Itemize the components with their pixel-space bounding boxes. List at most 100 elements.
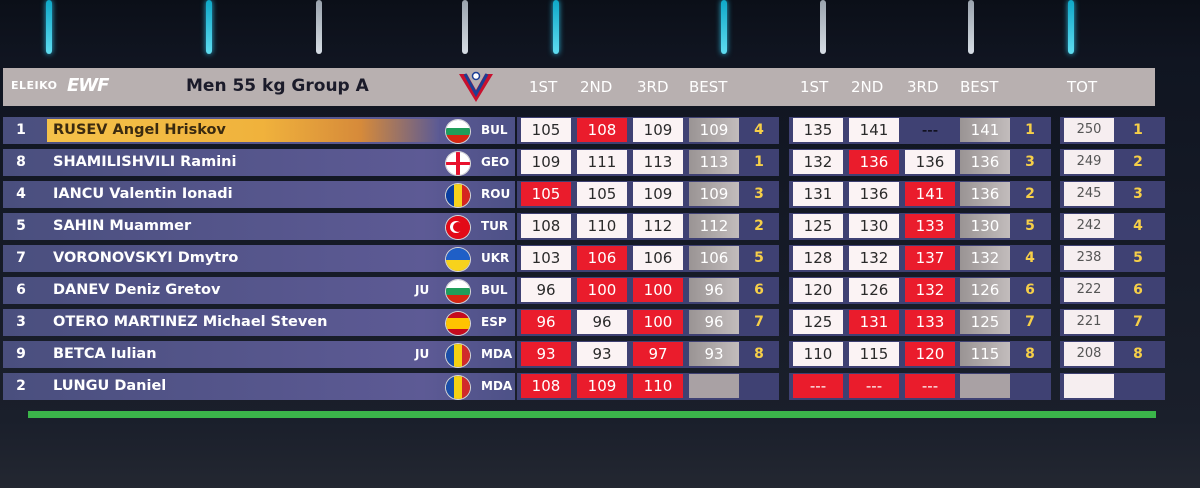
snatch-attempt-2: 111 — [577, 150, 627, 174]
cj-attempt-2: 141 — [849, 118, 899, 142]
cj-attempt-3: --- — [905, 374, 955, 398]
total-value: 245 — [1064, 182, 1114, 206]
athlete-row: 6 DANEV Deniz Gretov JU BUL — [3, 277, 515, 304]
athlete-row: 9 BETCA Iulian JU MDA — [3, 341, 515, 368]
total-rank: 5 — [1133, 250, 1143, 266]
scoreboard-header: ELEIKO EWF Men 55 kg Group A 1ST 2ND 3RD… — [3, 68, 1155, 106]
snatch-rank: 1 — [754, 154, 764, 170]
snatch-col-best: BEST — [689, 78, 728, 96]
cj-attempt-2: 132 — [849, 246, 899, 270]
total-value: 208 — [1064, 342, 1114, 366]
flag-ukraine-icon — [445, 247, 471, 272]
total-value: 238 — [1064, 246, 1114, 270]
snatch-best: 96 — [689, 310, 739, 334]
cj-col-best: BEST — [960, 78, 999, 96]
lot-number: 7 — [16, 250, 26, 266]
athlete-name: SAHIN Muammer — [53, 218, 192, 234]
athlete-name: SHAMILISHVILI Ramini — [53, 154, 237, 170]
cj-best: 115 — [960, 342, 1010, 366]
total-col: TOT — [1067, 78, 1098, 96]
cj-col-3: 3RD — [907, 78, 939, 96]
snatch-attempt-3: 110 — [633, 374, 683, 398]
cj-attempt-2: 136 — [849, 150, 899, 174]
total-rank: 8 — [1133, 346, 1143, 362]
cj-attempt-2: 115 — [849, 342, 899, 366]
athlete-row: 8 SHAMILISHVILI Ramini GEO — [3, 149, 515, 176]
cj-best: 136 — [960, 150, 1010, 174]
snatch-attempt-3: 113 — [633, 150, 683, 174]
cj-rank — [1016, 374, 1044, 398]
lot-number: 5 — [16, 218, 26, 234]
flag-moldova-icon — [445, 375, 471, 400]
snatch-attempt-3: 109 — [633, 118, 683, 142]
total-value: 221 — [1064, 310, 1114, 334]
total-rank: 7 — [1133, 314, 1143, 330]
snatch-rank — [745, 374, 773, 398]
snatch-attempt-2: 96 — [577, 310, 627, 334]
lot-number: 8 — [16, 154, 26, 170]
cj-attempt-2: 131 — [849, 310, 899, 334]
stage-light — [206, 0, 212, 54]
snatch-best: 96 — [689, 278, 739, 302]
cj-attempt-1: 132 — [793, 150, 843, 174]
cj-attempt-3: --- — [921, 121, 939, 139]
snatch-attempt-1: 96 — [521, 310, 571, 334]
cj-attempt-2: 126 — [849, 278, 899, 302]
cj-rank: 6 — [1025, 282, 1035, 298]
cj-attempt-1: 125 — [793, 214, 843, 238]
cj-best: 132 — [960, 246, 1010, 270]
athlete-row: 4 IANCU Valentin Ionadi ROU — [3, 181, 515, 208]
athlete-name: DANEV Deniz Gretov — [53, 282, 221, 298]
total-value: 222 — [1064, 278, 1114, 302]
cj-rank: 8 — [1025, 346, 1035, 362]
snatch-attempt-1: 93 — [521, 342, 571, 366]
flag-romania-icon — [445, 183, 471, 208]
cj-attempt-1: 110 — [793, 342, 843, 366]
country-code: BUL — [481, 283, 508, 297]
snatch-best — [689, 374, 739, 398]
country-code: GEO — [481, 155, 510, 169]
snatch-attempt-3: 100 — [633, 310, 683, 334]
stage-light — [462, 0, 468, 54]
event-emblem-icon — [459, 71, 493, 102]
athlete-row: 5 SAHIN Muammer TUR — [3, 213, 515, 240]
snatch-attempt-3: 100 — [633, 278, 683, 302]
cj-attempt-2: 130 — [849, 214, 899, 238]
flag-bulgaria-icon — [445, 119, 471, 144]
cj-best: 141 — [960, 118, 1010, 142]
snatch-col-1: 1ST — [529, 78, 558, 96]
athlete-row: 2 LUNGU Daniel MDA — [3, 373, 515, 400]
snatch-attempt-2: 108 — [577, 118, 627, 142]
cj-attempt-3: 120 — [905, 342, 955, 366]
lot-number: 2 — [16, 378, 26, 394]
athlete-row: 1 RUSEV Angel Hriskov BUL — [3, 117, 515, 144]
snatch-col-3: 3RD — [637, 78, 669, 96]
cj-best: 130 — [960, 214, 1010, 238]
cj-best: 126 — [960, 278, 1010, 302]
stage-light — [553, 0, 559, 54]
cj-attempt-1: 131 — [793, 182, 843, 206]
snatch-best: 109 — [689, 118, 739, 142]
cj-rank: 3 — [1025, 154, 1035, 170]
snatch-attempt-1: 108 — [521, 214, 571, 238]
snatch-attempt-1: 105 — [521, 182, 571, 206]
stage-light — [721, 0, 727, 54]
total-value — [1064, 374, 1114, 398]
flag-turkey-icon — [445, 215, 471, 240]
flag-bulgaria-icon — [445, 279, 471, 304]
lot-number: 4 — [16, 186, 26, 202]
cj-best: 136 — [960, 182, 1010, 206]
cj-rank: 2 — [1025, 186, 1035, 202]
snatch-best: 113 — [689, 150, 739, 174]
cj-rank: 1 — [1025, 122, 1035, 138]
country-code: TUR — [481, 219, 509, 233]
stage-light — [46, 0, 52, 54]
cj-rank: 4 — [1025, 250, 1035, 266]
total-rank: 3 — [1133, 186, 1143, 202]
total-rank: 2 — [1133, 154, 1143, 170]
country-code: BUL — [481, 123, 508, 137]
flag-spain-icon — [445, 311, 471, 336]
total-rank: 1 — [1133, 122, 1143, 138]
snatch-rank: 6 — [754, 282, 764, 298]
lot-number: 6 — [16, 282, 26, 298]
